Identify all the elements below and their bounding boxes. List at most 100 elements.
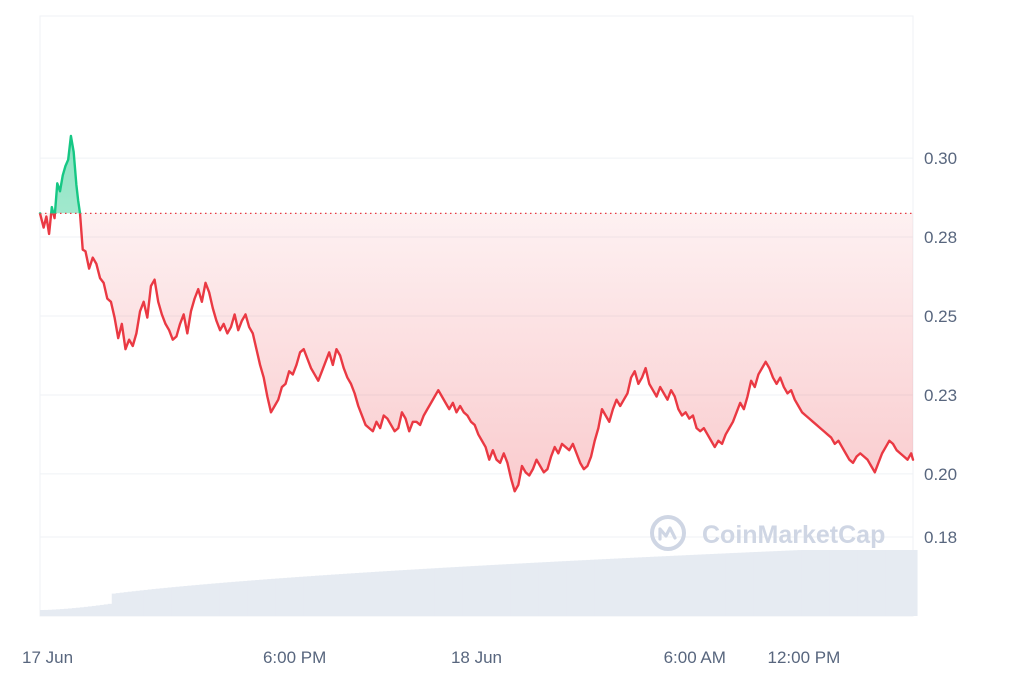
volume-bar — [55, 609, 61, 616]
volume-bar — [506, 564, 511, 616]
volume-bar — [625, 557, 631, 616]
price-line-down — [38, 213, 915, 493]
volume-bar — [139, 590, 145, 616]
volume-bar — [207, 583, 212, 616]
volume-bar — [677, 555, 683, 616]
volume-bar — [641, 557, 647, 616]
volume-bar — [558, 561, 563, 616]
volume-bar — [311, 575, 316, 616]
volume-bar — [99, 604, 105, 616]
volume-bar — [797, 550, 802, 616]
volume-bar — [877, 550, 882, 616]
volume-bar — [43, 609, 49, 616]
volume-bar — [637, 557, 643, 616]
volume-bar — [530, 562, 535, 616]
volume-bar — [75, 607, 81, 616]
volume-bar — [610, 558, 615, 616]
volume-bar — [119, 592, 125, 616]
volume-bar — [853, 550, 858, 616]
volume-bar — [191, 585, 197, 616]
volume-bar — [502, 564, 507, 616]
volume-bars — [40, 550, 918, 616]
volume-bar — [307, 576, 312, 616]
volume-bar — [175, 586, 181, 616]
volume-bar — [606, 558, 611, 616]
volume-bar — [825, 550, 830, 616]
volume-bar — [295, 577, 300, 616]
volume-bar — [809, 550, 814, 616]
volume-bar — [454, 566, 460, 616]
volume-bar — [897, 550, 902, 616]
volume-bar — [159, 588, 165, 616]
volume-bar — [629, 557, 635, 616]
volume-bar — [370, 572, 376, 616]
volume-bar — [346, 573, 352, 616]
volume-bar — [881, 550, 886, 616]
volume-bar — [729, 553, 735, 616]
volume-bar — [378, 571, 384, 616]
volume-bar — [67, 608, 73, 616]
volume-bar — [203, 584, 209, 616]
volume-bar — [382, 571, 388, 616]
volume-bar — [59, 609, 65, 616]
volume-bar — [793, 550, 798, 616]
volume-bar — [398, 570, 404, 616]
volume-bar — [586, 559, 591, 616]
volume-bar — [470, 566, 476, 616]
volume-bar — [538, 562, 543, 616]
volume-bar — [873, 550, 878, 616]
volume-bar — [885, 550, 890, 616]
volume-bar — [769, 551, 775, 616]
volume-bar — [482, 565, 488, 616]
volume-bar — [645, 556, 651, 616]
volume-bar — [761, 551, 767, 616]
volume-bar — [514, 563, 519, 616]
volume-bar — [777, 550, 783, 616]
x-tick-label: 6:00 PM — [263, 648, 326, 667]
volume-bar — [697, 554, 703, 616]
volume-bar — [849, 550, 854, 616]
volume-bar — [247, 580, 252, 616]
volume-bar — [95, 605, 101, 616]
volume-bar — [103, 604, 109, 616]
volume-bar — [865, 550, 870, 616]
volume-bar — [366, 572, 372, 616]
volume-bar — [689, 554, 695, 616]
volume-bar — [111, 593, 117, 616]
volume-bar — [223, 582, 228, 616]
volume-bar — [123, 592, 129, 616]
volume-bar — [354, 573, 360, 616]
volume-bar — [909, 550, 914, 616]
volume-bar — [267, 579, 272, 616]
volume-bar — [442, 567, 448, 616]
volume-bar — [271, 578, 276, 616]
volume-bar — [235, 581, 240, 616]
volume-bar — [279, 578, 284, 616]
volume-bar — [665, 556, 671, 616]
volume-bar — [462, 566, 468, 616]
volume-bar — [705, 554, 711, 616]
volume-bar — [765, 551, 771, 616]
volume-bar — [618, 558, 623, 616]
volume-bar — [167, 587, 173, 616]
volume-bar — [147, 589, 153, 616]
volume-bar — [299, 576, 304, 616]
volume-bar — [546, 561, 551, 616]
volume-bar — [418, 569, 424, 616]
y-axis-ticks: 0.18 0.20 0.23 0.25 0.28 0.30 — [924, 149, 957, 547]
volume-bar — [115, 593, 121, 616]
volume-bar — [602, 559, 607, 616]
volume-bar — [633, 557, 639, 616]
volume-bar — [494, 564, 500, 616]
x-tick-label: 17 Jun — [22, 648, 73, 667]
volume-bar — [227, 582, 232, 616]
x-axis-ticks: 17 Jun 6:00 PM 18 Jun 6:00 AM 12:00 PM — [22, 648, 840, 667]
y-tick-label: 0.28 — [924, 228, 957, 247]
volume-bar — [179, 586, 185, 616]
volume-bar — [450, 567, 456, 616]
coinmarketcap-watermark: CoinMarketCap — [650, 515, 885, 551]
volume-bar — [669, 555, 675, 616]
volume-bar — [498, 564, 503, 616]
volume-bar — [749, 552, 755, 616]
